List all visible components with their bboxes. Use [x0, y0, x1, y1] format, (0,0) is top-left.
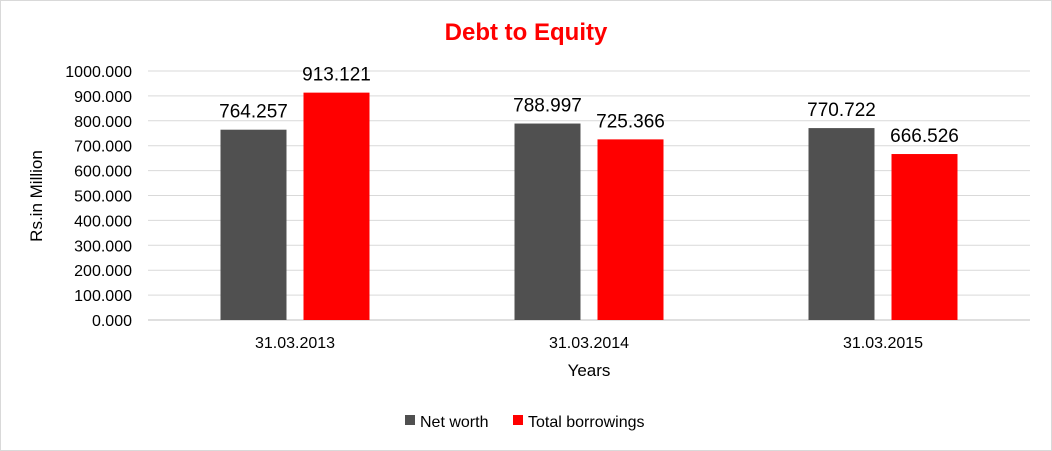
data-label: 725.366 [596, 111, 665, 132]
y-tick-label: 100.000 [74, 288, 132, 305]
bar-total-borrowings [303, 92, 370, 320]
y-tick-label: 800.000 [74, 114, 132, 131]
legend-label: Net worth [420, 414, 488, 431]
x-tick-label: 31.03.2015 [843, 335, 923, 352]
y-tick-label: 300.000 [74, 238, 132, 255]
y-tick-label: 700.000 [74, 139, 132, 156]
data-label: 666.526 [890, 126, 959, 147]
legend-swatch [405, 415, 415, 425]
y-axis-ticks: 0.000 100.000 200.000 300.000 400.000 500.000… [65, 64, 132, 330]
bar-net-worth [220, 129, 287, 320]
bar-net-worth [514, 123, 581, 320]
x-axis-title: Years [568, 361, 611, 380]
data-label: 913.121 [302, 65, 371, 86]
x-axis-ticks: 31.03.2013 31.03.2014 31.03.2015 [255, 335, 923, 352]
data-label: 770.722 [807, 100, 876, 121]
x-tick-label: 31.03.2013 [255, 335, 335, 352]
y-tick-label: 900.000 [74, 89, 132, 106]
x-tick-label: 31.03.2014 [549, 335, 629, 352]
bars [220, 92, 958, 320]
data-label: 764.257 [219, 102, 288, 123]
y-tick-label: 600.000 [74, 164, 132, 181]
legend: Net worth Total borrowings [405, 414, 645, 431]
y-axis-title: Rs.in Million [27, 150, 46, 242]
bar-total-borrowings [597, 139, 664, 320]
data-label: 788.997 [513, 96, 582, 117]
bar-net-worth [808, 128, 875, 320]
gridlines [148, 70, 1030, 296]
legend-label: Total borrowings [528, 414, 645, 431]
bar-total-borrowings [891, 154, 958, 320]
data-labels: 764.257 913.121 788.997 725.366 770.722 666.5… [219, 65, 959, 147]
legend-swatch [513, 415, 523, 425]
y-tick-label: 200.000 [74, 263, 132, 280]
chart-title: Debt to Equity [445, 19, 608, 46]
y-tick-label: 400.000 [74, 213, 132, 230]
y-tick-label: 500.000 [74, 189, 132, 206]
y-tick-label: 0.000 [92, 313, 132, 330]
y-tick-label: 1000.000 [65, 64, 132, 81]
